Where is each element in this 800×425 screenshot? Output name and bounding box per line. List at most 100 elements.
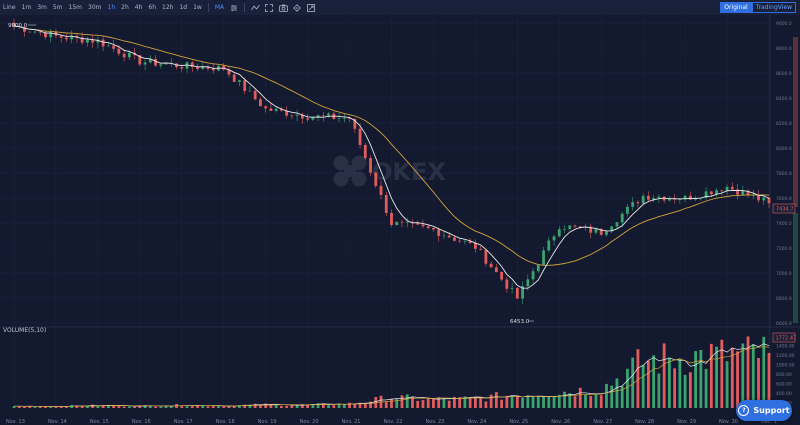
interval-line[interactable]: Line xyxy=(3,4,16,11)
volume-bar xyxy=(337,403,341,408)
volume-bar xyxy=(463,396,467,408)
interval-1h[interactable]: 1h xyxy=(107,4,116,11)
fullscreen-icon[interactable] xyxy=(306,3,316,13)
price-tick: 8800.0 xyxy=(776,46,792,52)
candle-body xyxy=(384,194,388,213)
last-price-value: 7434.7 xyxy=(776,207,794,213)
time-tick: Dec. 1 xyxy=(761,419,777,425)
time-tick: Nov. 28 xyxy=(635,419,654,425)
candle-body xyxy=(290,115,294,117)
candle-body xyxy=(720,190,724,192)
price-tick: 7000.0 xyxy=(776,271,792,277)
price-tick: 8600.0 xyxy=(776,71,792,77)
candle-body xyxy=(369,158,372,173)
volume-bar xyxy=(290,405,294,408)
interval-15m[interactable]: 15m xyxy=(68,4,83,11)
bid-depth-bar xyxy=(793,213,798,323)
price-chart[interactable]: OKEX 9000.0 6453.0 9000.0 8800.0 8600.0 840… xyxy=(0,15,800,425)
volume-bar xyxy=(211,406,215,408)
volume-tick: 800.00 xyxy=(776,372,792,378)
settings-icon[interactable] xyxy=(292,3,302,13)
interval-1w[interactable]: 1w xyxy=(193,4,202,11)
volume-bar xyxy=(112,405,116,408)
interval-12h[interactable]: 12h xyxy=(162,4,174,11)
indicator-settings-icon[interactable] xyxy=(229,3,239,13)
candle-body xyxy=(127,52,131,58)
indicator-button[interactable]: MA xyxy=(214,4,225,11)
volume-bar xyxy=(426,397,430,408)
interval-3m[interactable]: 3m xyxy=(37,4,47,11)
volume-bar xyxy=(23,406,26,408)
volume-bar xyxy=(641,365,645,408)
expand-icon[interactable] xyxy=(264,3,274,13)
candle-body xyxy=(557,229,561,237)
volume-bar xyxy=(626,368,629,408)
volume-bar xyxy=(101,405,105,408)
time-tick: Nov. 23 xyxy=(425,419,444,425)
volume-bar xyxy=(704,368,708,408)
candle-body xyxy=(594,228,598,233)
interval-5m[interactable]: 5m xyxy=(52,4,63,11)
candle-body xyxy=(59,35,63,38)
candle-body xyxy=(704,191,708,198)
candle-body xyxy=(463,241,467,242)
price-tick: 7600.0 xyxy=(776,196,792,202)
high-annotation: 9000.0 xyxy=(8,23,36,29)
volume-bar xyxy=(148,405,152,408)
candle-body xyxy=(426,226,430,228)
time-tick: Nov. 21 xyxy=(342,419,361,425)
interval-30m[interactable]: 30m xyxy=(88,4,102,11)
candle-body xyxy=(489,263,493,268)
candle-body xyxy=(374,172,378,186)
candle-body xyxy=(70,35,74,40)
volume-bar xyxy=(757,358,760,408)
candle-body xyxy=(33,31,37,33)
volume-bar xyxy=(510,395,514,408)
interval-1m[interactable]: 1m xyxy=(21,4,32,11)
volume-bar xyxy=(694,351,697,408)
candle-body xyxy=(353,118,357,129)
candle-body xyxy=(154,58,157,66)
interval-4h[interactable]: 4h xyxy=(134,4,143,11)
camera-icon[interactable] xyxy=(278,3,288,13)
volume-bar xyxy=(154,406,157,408)
volume-bar xyxy=(259,405,262,408)
candle-body xyxy=(473,243,477,249)
candle-body xyxy=(453,237,456,241)
volume-bar xyxy=(563,391,566,408)
volume-bar xyxy=(589,395,593,408)
candle-body xyxy=(631,202,635,207)
interval-2h[interactable]: 2h xyxy=(121,4,129,11)
view-tradingview-button[interactable]: TradingView xyxy=(751,2,796,13)
volume-bar xyxy=(342,404,346,408)
candle-body xyxy=(626,206,629,214)
price-tick: 7800.0 xyxy=(776,171,792,177)
candle-body xyxy=(494,267,498,272)
volume-tick: 400.00 xyxy=(776,391,792,397)
candle-body xyxy=(259,99,262,107)
candle-body xyxy=(683,195,687,200)
candle-body xyxy=(641,195,645,204)
support-button[interactable]: ? Support xyxy=(736,400,792,421)
price-axis: 9000.0 8800.0 8600.0 8400.0 8200.0 8000.0 7800… xyxy=(776,21,798,327)
draw-line-icon[interactable] xyxy=(250,3,260,13)
volume-bar xyxy=(227,405,231,408)
interval-6h[interactable]: 6h xyxy=(148,4,156,11)
volume-bar xyxy=(599,395,603,408)
price-tick: 8400.0 xyxy=(776,96,792,102)
candle-body xyxy=(405,221,409,223)
time-tick: Nov. 22 xyxy=(384,419,403,425)
volume-tick: 1400.00 xyxy=(776,344,795,350)
candle-body xyxy=(730,186,734,190)
candle-body xyxy=(432,227,435,230)
last-price-tag: 7434.7 xyxy=(772,203,796,214)
volume-bar xyxy=(86,406,89,408)
high-value: 9000.0 xyxy=(8,23,28,29)
volume-bar xyxy=(49,406,53,408)
candle-body xyxy=(757,195,760,201)
candle-body xyxy=(337,118,341,119)
ask-depth-bar xyxy=(793,37,798,207)
interval-1d[interactable]: 1d xyxy=(179,4,188,11)
view-original-button[interactable]: Original xyxy=(720,2,752,13)
volume-bar xyxy=(678,358,682,408)
